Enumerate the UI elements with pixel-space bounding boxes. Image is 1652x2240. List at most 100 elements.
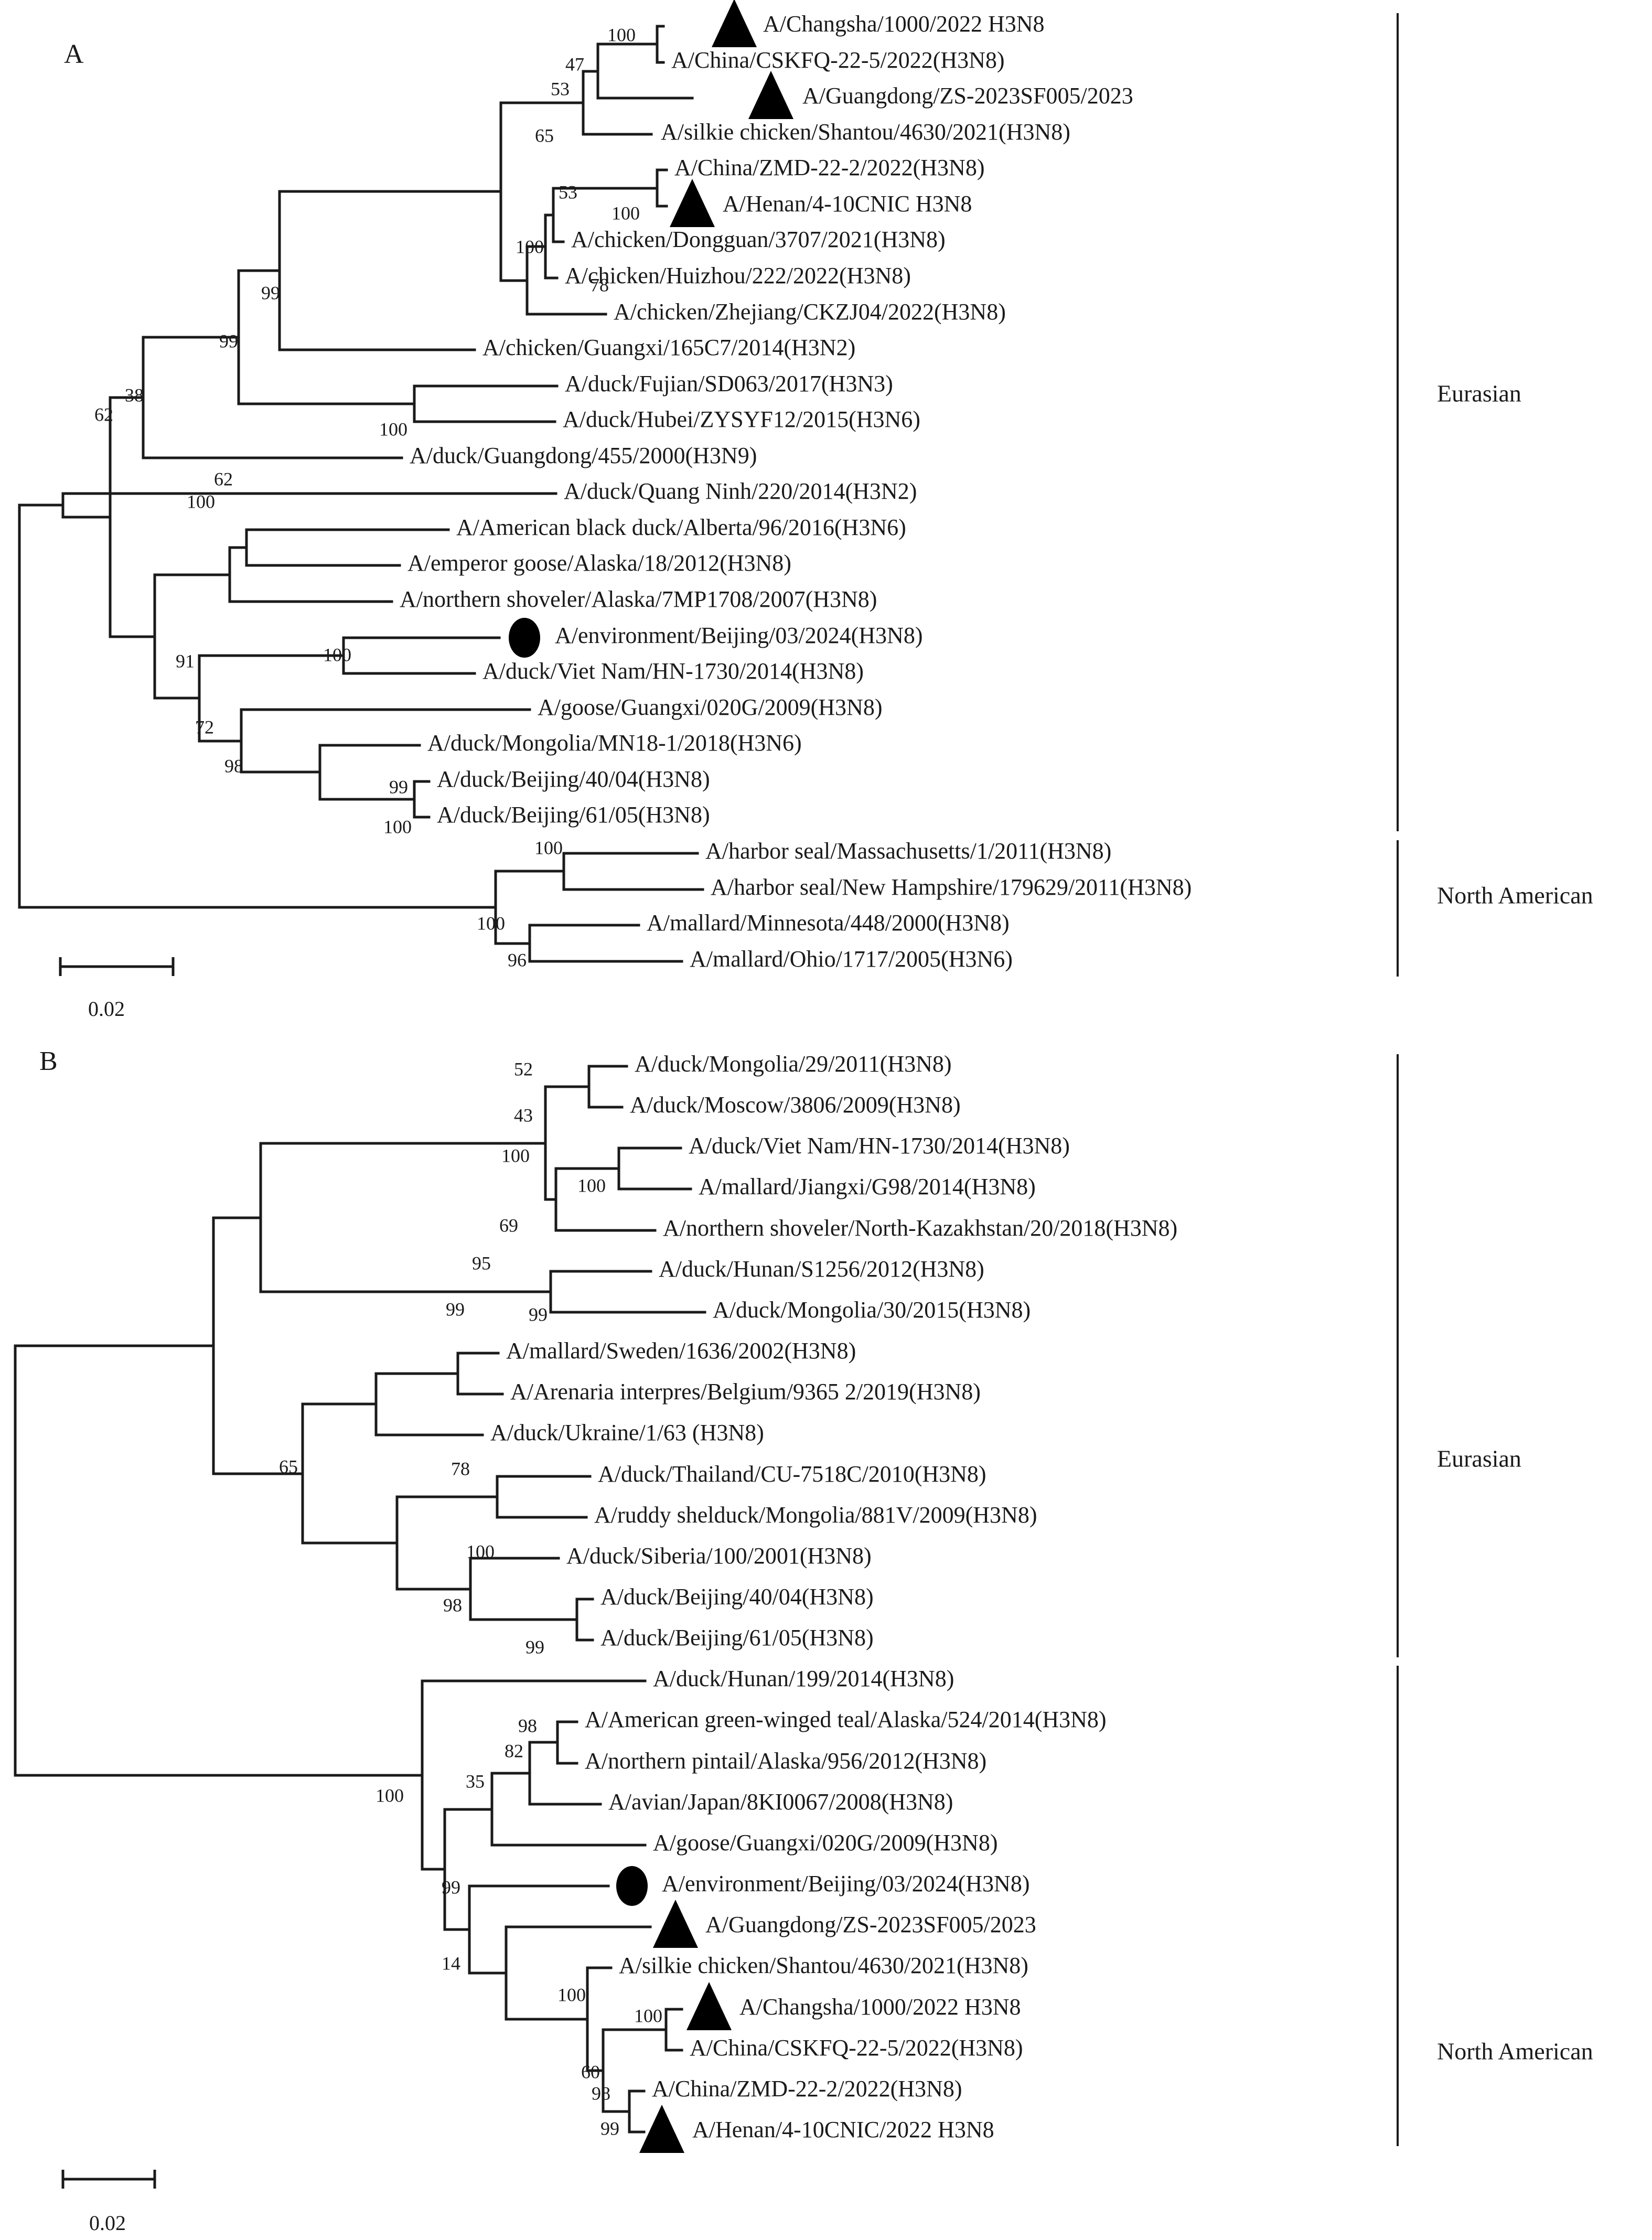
- taxon-label: A/chicken/Guangxi/165C7/2014(H3N2): [482, 335, 855, 360]
- taxon-label: A/emperor goose/Alaska/18/2012(H3N8): [407, 550, 791, 576]
- bootstrap-value: 96: [508, 949, 527, 970]
- taxon-label: A/harbor seal/New Hampshire/179629/2011(…: [711, 874, 1192, 900]
- taxon-label: A/duck/Hubei/ZYSYF12/2015(H3N6): [563, 406, 920, 432]
- novel-strain-triangle-icon: [670, 179, 715, 227]
- novel-strain-triangle-icon: [748, 71, 793, 119]
- scale-bar-label: 0.02: [89, 2211, 126, 2235]
- taxon-label: A/duck/Hunan/S1256/2012(H3N8): [659, 1256, 984, 1282]
- study-strain-circle-icon: [509, 618, 540, 658]
- clade-label: Eurasian: [1437, 380, 1521, 407]
- bootstrap-value: 100: [634, 2005, 662, 2026]
- taxon-label: A/Henan/4-10CNIC/2022 H3N8: [692, 2117, 994, 2142]
- taxon-label: A/duck/Mongolia/29/2011(H3N8): [635, 1051, 952, 1077]
- bootstrap-value: 99: [219, 330, 238, 351]
- bootstrap-value: 69: [499, 1215, 518, 1236]
- panel-letter-B: B: [39, 1046, 58, 1076]
- taxon-label: A/duck/Guangdong/455/2000(H3N9): [410, 443, 757, 468]
- bootstrap-value: 99: [442, 1877, 460, 1898]
- taxon-label: A/China/CSKFQ-22-5/2022(H3N8): [690, 2035, 1023, 2061]
- bootstrap-value: 100: [501, 1145, 530, 1166]
- bootstrap-value: 99: [261, 282, 280, 303]
- bootstrap-value: 35: [466, 1771, 485, 1792]
- taxon-label: A/ruddy shelduck/Mongolia/881V/2009(H3N8…: [594, 1502, 1037, 1528]
- taxon-label: A/American green-winged teal/Alaska/524/…: [585, 1707, 1107, 1732]
- taxon-label: A/duck/Hunan/199/2014(H3N8): [653, 1666, 954, 1691]
- bootstrap-value: 82: [505, 1740, 523, 1761]
- bootstrap-value: 98: [592, 2083, 610, 2104]
- taxon-label: A/chicken/Zhejiang/CKZJ04/2022(H3N8): [614, 299, 1006, 325]
- bootstrap-value: 100: [187, 491, 215, 512]
- taxon-label: A/duck/Mongolia/30/2015(H3N8): [713, 1297, 1031, 1323]
- taxon-label: A/Guangdong/ZS-2023SF005/2023: [802, 83, 1133, 109]
- novel-strain-triangle-icon: [686, 1982, 732, 2030]
- taxon-label: A/northern pintail/Alaska/956/2012(H3N8): [585, 1748, 986, 1774]
- study-strain-circle-icon: [616, 1866, 648, 1906]
- bootstrap-value: 38: [125, 384, 144, 405]
- taxon-label: A/Henan/4-10CNIC H3N8: [723, 191, 972, 217]
- scale-bar-label: 0.02: [88, 997, 125, 1021]
- clade-label: North American: [1437, 882, 1593, 909]
- taxon-label: A/environment/Beijing/03/2024(H3N8): [662, 1871, 1029, 1896]
- taxon-label: A/mallard/Minnesota/448/2000(H3N8): [647, 910, 1010, 936]
- bootstrap-value: 99: [600, 2118, 619, 2139]
- bootstrap-value: 100: [379, 419, 407, 440]
- taxon-label: A/Arenaria interpres/Belgium/9365 2/2019…: [510, 1379, 981, 1405]
- taxon-label: A/China/ZMD-22-2/2022(H3N8): [652, 2076, 962, 2102]
- bootstrap-value: 60: [581, 2061, 600, 2082]
- taxon-label: A/duck/Mongolia/MN18-1/2018(H3N6): [427, 730, 802, 756]
- taxon-label: A/duck/Thailand/CU-7518C/2010(H3N8): [598, 1461, 986, 1487]
- bootstrap-value: 78: [590, 274, 609, 295]
- bootstrap-value: 100: [376, 1785, 404, 1806]
- taxon-label: A/avian/Japan/8KI0067/2008(H3N8): [608, 1789, 953, 1815]
- bootstrap-value: 100: [383, 816, 412, 837]
- bootstrap-value: 95: [472, 1252, 491, 1273]
- bootstrap-value: 100: [477, 913, 505, 934]
- bootstrap-value: 98: [518, 1715, 537, 1736]
- taxon-label: A/duck/Beijing/40/04(H3N8): [437, 766, 710, 792]
- taxon-label: A/chicken/Huizhou/222/2022(H3N8): [565, 263, 911, 288]
- taxon-label: A/duck/Siberia/100/2001(H3N8): [566, 1543, 872, 1569]
- taxon-label: A/northern shoveler/North-Kazakhstan/20/…: [663, 1215, 1177, 1241]
- bootstrap-value: 72: [195, 716, 214, 737]
- bootstrap-value: 78: [451, 1458, 470, 1479]
- taxon-label: A/Guangdong/ZS-2023SF005/2023: [705, 1912, 1036, 1937]
- taxon-label: A/goose/Guangxi/020G/2009(H3N8): [538, 694, 883, 720]
- bootstrap-value: 100: [577, 1175, 606, 1196]
- taxon-label: A/mallard/Jiangxi/G98/2014(H3N8): [699, 1174, 1036, 1199]
- taxon-label: A/chicken/Dongguan/3707/2021(H3N8): [571, 227, 946, 252]
- taxon-label: A/duck/Fujian/SD063/2017(H3N3): [565, 371, 893, 396]
- bootstrap-value: 100: [557, 1984, 586, 2005]
- bootstrap-value: 62: [94, 404, 113, 425]
- bootstrap-value: 100: [534, 837, 563, 858]
- bootstrap-value: 100: [323, 644, 351, 665]
- taxon-label: A/duck/Beijing/40/04(H3N8): [600, 1584, 874, 1610]
- taxon-label: A/duck/Ukraine/1/63 (H3N8): [490, 1420, 764, 1445]
- novel-strain-triangle-icon: [653, 1900, 698, 1948]
- taxon-label: A/northern shoveler/Alaska/7MP1708/2007(…: [400, 586, 877, 612]
- bootstrap-value: 99: [525, 1636, 544, 1657]
- bootstrap-value: 99: [446, 1299, 465, 1320]
- taxon-label: A/China/CSKFQ-22-5/2022(H3N8): [671, 47, 1005, 73]
- bootstrap-value: 43: [514, 1105, 533, 1126]
- clade-label: Eurasian: [1437, 1445, 1521, 1472]
- taxon-label: A/China/ZMD-22-2/2022(H3N8): [674, 155, 985, 180]
- clade-label: North American: [1437, 2038, 1593, 2065]
- taxon-label: A/environment/Beijing/03/2024(H3N8): [555, 623, 922, 648]
- bootstrap-value: 62: [214, 468, 233, 489]
- bootstrap-value: 53: [551, 78, 570, 99]
- bootstrap-value: 65: [535, 125, 554, 146]
- taxon-label: A/duck/Viet Nam/HN-1730/2014(H3N8): [482, 658, 864, 684]
- bootstrap-value: 98: [443, 1594, 462, 1615]
- taxon-label: A/duck/Beijing/61/05(H3N8): [437, 802, 710, 828]
- taxon-label: A/harbor seal/Massachusetts/1/2011(H3N8): [705, 838, 1111, 864]
- taxon-label: A/silkie chicken/Shantou/4630/2021(H3N8): [661, 119, 1070, 145]
- taxon-label: A/mallard/Sweden/1636/2002(H3N8): [506, 1338, 856, 1364]
- taxon-label: A/duck/Viet Nam/HN-1730/2014(H3N8): [689, 1133, 1070, 1159]
- taxon-label: A/silkie chicken/Shantou/4630/2021(H3N8): [619, 1953, 1028, 1978]
- taxon-label: A/Changsha/1000/2022 H3N8: [763, 11, 1045, 37]
- bootstrap-value: 99: [529, 1304, 548, 1325]
- bootstrap-value: 99: [389, 776, 408, 797]
- bootstrap-value: 98: [224, 755, 243, 776]
- bootstrap-value: 47: [565, 53, 584, 74]
